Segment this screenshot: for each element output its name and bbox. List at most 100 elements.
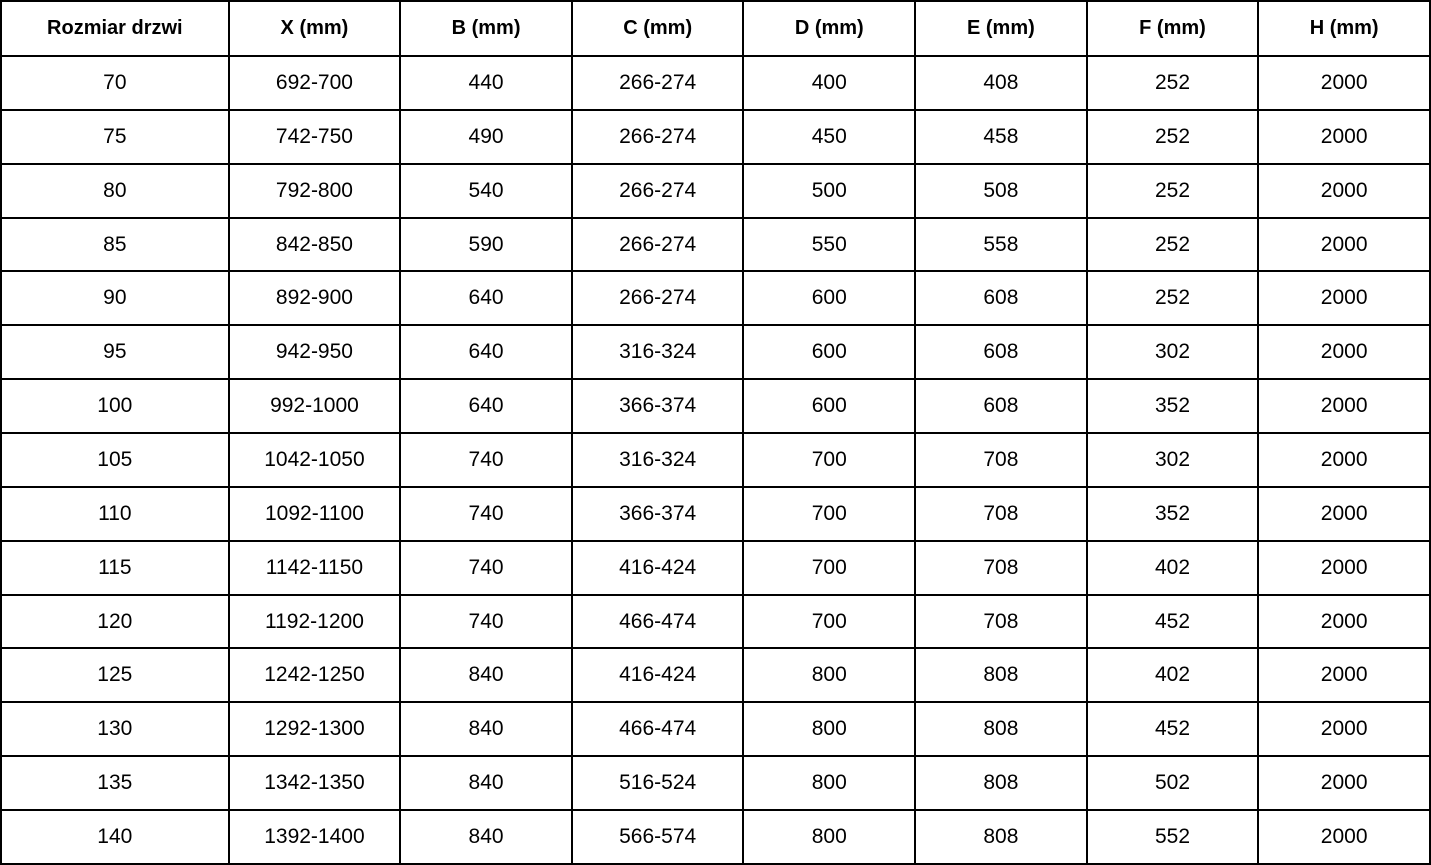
dimension-cell: 640 [399, 378, 573, 435]
dimension-cell: 458 [914, 108, 1088, 165]
dimension-cell: 558 [914, 216, 1088, 273]
dimension-cell: 302 [1085, 432, 1260, 488]
dimension-cell: 2000 [1257, 216, 1431, 273]
dimension-cell: 800 [742, 701, 917, 758]
dimension-cell: 800 [742, 755, 917, 812]
door-size-cell: 135 [0, 755, 230, 812]
table-row: 135 1342-1350 840 516-524 800 808 502 2000 [0, 755, 1431, 812]
dimension-cell: 692-700 [227, 55, 402, 111]
dimension-cell: 508 [914, 162, 1088, 219]
dimension-cell: 2000 [1257, 755, 1431, 812]
dimension-cell: 550 [742, 216, 917, 273]
dimension-cell: 2000 [1257, 324, 1431, 381]
dimension-cell: 640 [399, 324, 573, 381]
dimension-cell: 2000 [1257, 162, 1431, 219]
table-row: 130 1292-1300 840 466-474 800 808 452 2000 [0, 701, 1431, 758]
door-size-cell: 75 [0, 108, 230, 165]
dimension-cell: 416-424 [570, 647, 745, 704]
dimension-cell: 2000 [1257, 809, 1431, 865]
dimension-cell: 452 [1085, 593, 1260, 650]
column-header: D (mm) [742, 0, 917, 57]
dimension-cell: 366-374 [570, 485, 745, 542]
dimension-cell: 740 [399, 485, 573, 542]
dimension-cell: 608 [914, 378, 1088, 435]
door-size-cell: 95 [0, 324, 230, 381]
dimension-cell: 840 [399, 647, 573, 704]
dimension-cell: 942-950 [227, 324, 402, 381]
dimension-cell: 2000 [1257, 378, 1431, 435]
dimension-cell: 608 [914, 324, 1088, 381]
table-row: 140 1392-1400 840 566-574 800 808 552 2000 [0, 809, 1431, 865]
dimension-cell: 302 [1085, 324, 1260, 381]
door-size-cell: 90 [0, 270, 230, 327]
table-row: 115 1142-1150 740 416-424 700 708 402 2000 [0, 539, 1431, 596]
dimension-cell: 590 [399, 216, 573, 273]
dimension-cell: 266-274 [570, 270, 745, 327]
dimension-cell: 252 [1085, 270, 1260, 327]
table-body: 70 692-700 440 266-274 400 408 252 2000 75 742-75… [0, 55, 1431, 865]
door-size-cell: 80 [0, 162, 230, 219]
column-header: X (mm) [227, 0, 402, 57]
dimension-cell: 252 [1085, 216, 1260, 273]
dimension-cell: 416-424 [570, 539, 745, 596]
dimension-cell: 1142-1150 [227, 539, 402, 596]
dimension-cell: 466-474 [570, 701, 745, 758]
dimension-cell: 600 [742, 324, 917, 381]
dimension-cell: 1092-1100 [227, 485, 402, 542]
dimension-cell: 440 [399, 55, 573, 111]
dimension-cell: 402 [1085, 647, 1260, 704]
dimension-cell: 808 [914, 809, 1088, 865]
dimension-cell: 742-750 [227, 108, 402, 165]
door-size-cell: 100 [0, 378, 230, 435]
dimension-cell: 502 [1085, 755, 1260, 812]
dimension-cell: 892-900 [227, 270, 402, 327]
dimension-cell: 808 [914, 701, 1088, 758]
column-header: F (mm) [1085, 0, 1260, 57]
dimension-cell: 2000 [1257, 647, 1431, 704]
dimension-cell: 792-800 [227, 162, 402, 219]
dimension-cell: 840 [399, 755, 573, 812]
dimension-cell: 608 [914, 270, 1088, 327]
door-size-cell: 125 [0, 647, 230, 704]
dimension-cell: 490 [399, 108, 573, 165]
dimension-cell: 500 [742, 162, 917, 219]
table-row: 100 992-1000 640 366-374 600 608 352 2000 [0, 378, 1431, 435]
dimension-cell: 266-274 [570, 55, 745, 111]
table-row: 85 842-850 590 266-274 550 558 252 2000 [0, 216, 1431, 273]
dimension-cell: 840 [399, 701, 573, 758]
dimension-cell: 1292-1300 [227, 701, 402, 758]
table-row: 105 1042-1050 740 316-324 700 708 302 2000 [0, 432, 1431, 488]
door-size-cell: 105 [0, 432, 230, 488]
dimension-cell: 740 [399, 432, 573, 488]
dimension-cell: 566-574 [570, 809, 745, 865]
dimension-cell: 352 [1085, 378, 1260, 435]
column-header: C (mm) [570, 0, 745, 57]
table-row: 125 1242-1250 840 416-424 800 808 402 2000 [0, 647, 1431, 704]
dimension-cell: 400 [742, 55, 917, 111]
table-row: 75 742-750 490 266-274 450 458 252 2000 [0, 108, 1431, 165]
dimension-cell: 740 [399, 539, 573, 596]
door-size-cell: 85 [0, 216, 230, 273]
dimension-cell: 708 [914, 485, 1088, 542]
dimension-cell: 2000 [1257, 55, 1431, 111]
dimension-cell: 408 [914, 55, 1088, 111]
dimension-cell: 2000 [1257, 270, 1431, 327]
table-header-row: Rozmiar drzwi X (mm) B (mm) C (mm) D (mm) E (… [0, 0, 1431, 57]
column-header: E (mm) [914, 0, 1088, 57]
dimension-cell: 2000 [1257, 432, 1431, 488]
dimension-cell: 266-274 [570, 216, 745, 273]
dimension-cell: 842-850 [227, 216, 402, 273]
door-size-cell: 115 [0, 539, 230, 596]
dimension-cell: 2000 [1257, 485, 1431, 542]
door-size-cell: 140 [0, 809, 230, 865]
dimension-cell: 266-274 [570, 108, 745, 165]
table-row: 120 1192-1200 740 466-474 700 708 452 2000 [0, 593, 1431, 650]
dimension-cell: 252 [1085, 55, 1260, 111]
dimension-cell: 840 [399, 809, 573, 865]
table-row: 95 942-950 640 316-324 600 608 302 2000 [0, 324, 1431, 381]
dimension-cell: 740 [399, 593, 573, 650]
dimension-cell: 1242-1250 [227, 647, 402, 704]
dimension-cell: 700 [742, 593, 917, 650]
dimension-cell: 2000 [1257, 108, 1431, 165]
